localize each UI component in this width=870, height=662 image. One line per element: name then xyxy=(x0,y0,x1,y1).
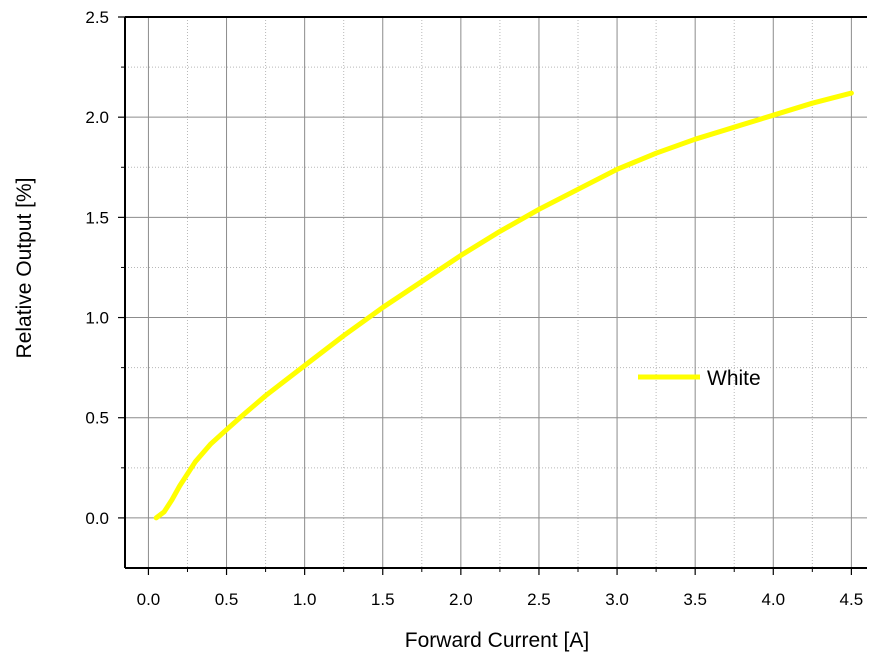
y-tick-label: 0.5 xyxy=(85,409,109,428)
x-tick-label: 4.0 xyxy=(761,590,785,609)
x-tick-label: 0.0 xyxy=(137,590,161,609)
legend-label-white: White xyxy=(707,367,761,390)
y-tick-label: 1.5 xyxy=(85,208,109,227)
x-tick-label: 3.5 xyxy=(683,590,707,609)
y-axis-title: Relative Output [%] xyxy=(13,178,36,359)
x-tick-label: 1.5 xyxy=(371,590,395,609)
y-tick-label: 0.0 xyxy=(85,509,109,528)
x-tick-label: 4.5 xyxy=(840,590,864,609)
series-group xyxy=(153,90,854,521)
y-tick-label: 2.5 xyxy=(85,8,109,27)
legend: White xyxy=(638,367,761,390)
x-tick-label: 3.0 xyxy=(605,590,629,609)
y-tick-label: 1.0 xyxy=(85,309,109,328)
x-tick-label: 1.0 xyxy=(293,590,317,609)
x-axis-title: Forward Current [A] xyxy=(405,629,589,652)
x-tick-label: 2.0 xyxy=(449,590,473,609)
axes xyxy=(124,16,867,569)
series-line-white xyxy=(153,90,854,521)
x-tick-label: 2.5 xyxy=(527,590,551,609)
grid xyxy=(125,17,867,568)
ticks: 0.0 0.5 1.0 1.5 2.0 2.5 3.0 3.5 4.0 4.5 0.0 0.5 1.0 1… xyxy=(85,8,863,609)
x-tick-label: 0.5 xyxy=(215,590,239,609)
y-tick-label: 2.0 xyxy=(85,108,109,127)
